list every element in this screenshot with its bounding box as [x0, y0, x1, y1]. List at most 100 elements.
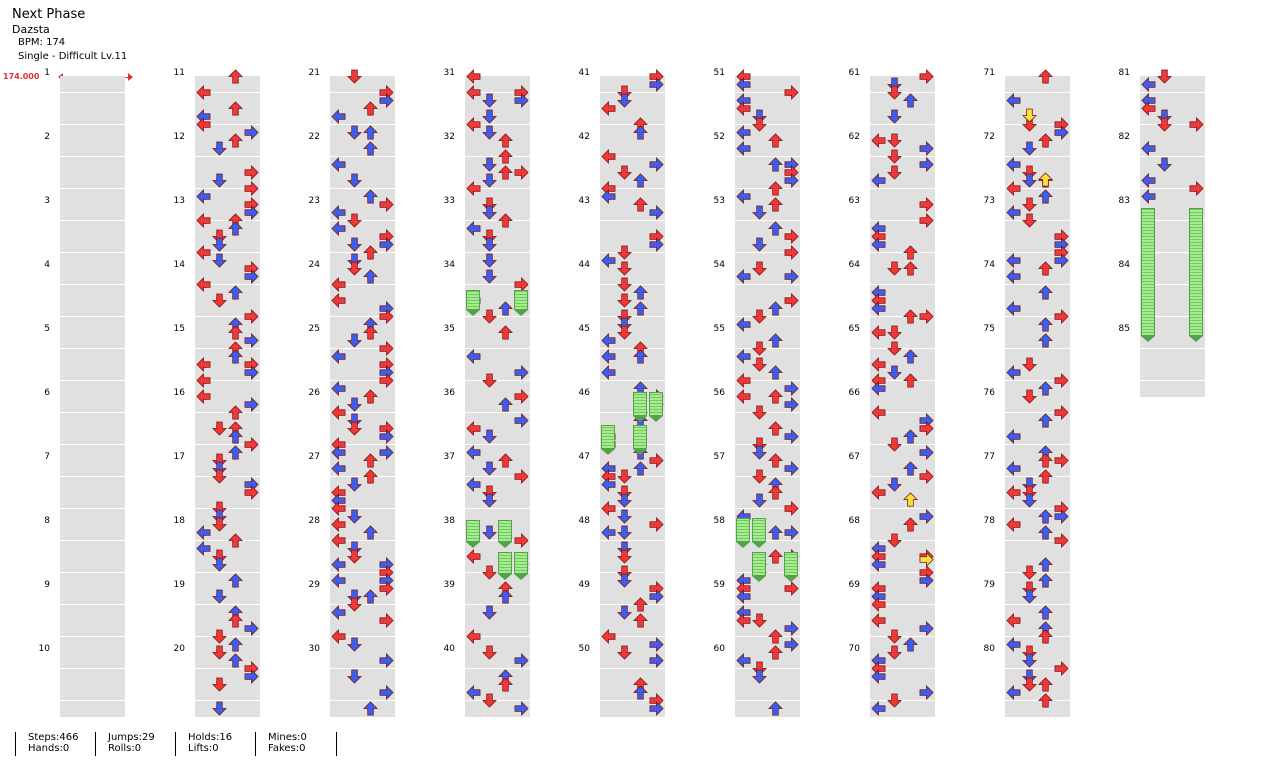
beat-stripe [330, 492, 395, 508]
arrow-down-icon [1157, 117, 1172, 132]
beat-stripe [735, 221, 800, 237]
beat-stripe [870, 477, 935, 493]
hold-end-tip [633, 449, 647, 455]
measure-number: 54 [713, 260, 725, 270]
arrow-up-icon [903, 492, 918, 507]
measure-number: 23 [308, 196, 320, 206]
beat-stripe [60, 381, 125, 397]
arrow-up-icon [1038, 69, 1053, 84]
arrow-up-icon [768, 197, 783, 212]
arrow-down-icon [887, 437, 902, 452]
beat-stripe [60, 652, 125, 668]
arrow-left-icon [331, 461, 346, 476]
beat-stripe [735, 573, 800, 589]
beat-stripe [735, 652, 800, 668]
beat-stripe [60, 492, 125, 508]
measure-number: 85 [1118, 324, 1130, 334]
arrow-down-icon [752, 341, 767, 356]
beat-stripe [465, 492, 530, 508]
beat-stripe [195, 396, 260, 412]
beat-stripe [600, 285, 665, 301]
hold-note [514, 290, 528, 310]
beat-stripe [465, 396, 530, 412]
measure-number: 83 [1118, 196, 1130, 206]
arrow-down-icon [752, 357, 767, 372]
arrow-down-icon [617, 493, 632, 508]
beat-stripe [600, 221, 665, 237]
arrow-down-icon [347, 421, 362, 436]
arrow-right-icon [514, 365, 529, 380]
beat-stripe [60, 236, 125, 252]
measure-number: 84 [1118, 260, 1130, 270]
beat-stripe [600, 556, 665, 572]
beat-stripe [735, 541, 800, 557]
beat-stripe [735, 76, 800, 92]
beat-stripe [1140, 108, 1205, 124]
beat-stripe [330, 669, 395, 685]
beat-stripe [60, 413, 125, 429]
hold-end-tip [466, 542, 480, 548]
beat-stripe [195, 76, 260, 92]
beat-stripe [195, 573, 260, 589]
arrow-down-icon [482, 309, 497, 324]
hold-note [601, 425, 615, 449]
arrow-left-icon [331, 293, 346, 308]
measure-number: 12 [173, 132, 185, 142]
hold-note [649, 392, 663, 416]
beat-stripe [195, 268, 260, 284]
arrow-right-icon [244, 205, 259, 220]
beat-stripe [465, 684, 530, 700]
arrow-right-icon [784, 461, 799, 476]
arrow-right-icon [244, 165, 259, 180]
beat-stripe [195, 157, 260, 173]
beat-stripe [465, 317, 530, 333]
measure-number: 41 [578, 68, 590, 78]
beat-stripe [195, 285, 260, 301]
measure-number: 33 [443, 196, 455, 206]
beat-stripe [330, 556, 395, 572]
arrow-down-icon [1022, 645, 1037, 660]
beat-stripe [465, 236, 530, 252]
arrow-left-icon [466, 221, 481, 236]
arrow-right-icon [1054, 373, 1069, 388]
beat-stripe [1005, 189, 1070, 205]
note-lane [465, 0, 530, 730]
arrow-right-icon [379, 685, 394, 700]
beat-stripe [735, 204, 800, 220]
beat-stripe [1005, 477, 1070, 493]
arrow-left-icon [196, 277, 211, 292]
measure-number: 80 [983, 644, 995, 654]
arrow-right-icon [379, 93, 394, 108]
arrow-down-icon [212, 645, 227, 660]
arrow-left-icon [871, 597, 886, 612]
hold-note [1141, 208, 1155, 336]
beat-stripe [735, 381, 800, 397]
arrow-left-icon [601, 501, 616, 516]
beat-stripe [195, 637, 260, 653]
measure-number: 50 [578, 644, 590, 654]
arrow-down-icon [617, 277, 632, 292]
beat-stripe [195, 204, 260, 220]
arrow-down-icon [617, 469, 632, 484]
arrow-left-icon [601, 349, 616, 364]
beat-stripe [870, 253, 935, 269]
beat-stripe [870, 460, 935, 476]
arrow-right-icon [244, 333, 259, 348]
arrow-down-icon [887, 325, 902, 340]
arrow-up-icon [228, 101, 243, 116]
arrow-left-icon [736, 589, 751, 604]
arrow-left-icon [871, 485, 886, 500]
measure-number: 59 [713, 580, 725, 590]
beat-stripe [330, 221, 395, 237]
arrow-right-icon [1189, 117, 1204, 132]
arrow-up-icon [363, 245, 378, 260]
beat-stripe [465, 556, 530, 572]
beat-stripe [1005, 556, 1070, 572]
beat-stripe [195, 381, 260, 397]
beat-stripe [465, 524, 530, 540]
arrow-up-icon [228, 637, 243, 652]
beat-stripe [60, 189, 125, 205]
arrow-left-icon [601, 189, 616, 204]
arrow-down-icon [887, 77, 902, 92]
arrow-down-icon [887, 645, 902, 660]
